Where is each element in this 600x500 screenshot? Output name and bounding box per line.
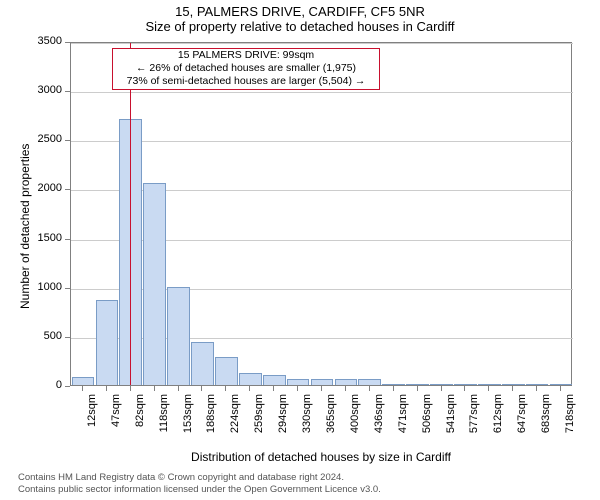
- xtick-mark: [82, 386, 83, 391]
- xtick-mark: [321, 386, 322, 391]
- histogram-bar: [96, 300, 119, 385]
- xtick-mark: [464, 386, 465, 391]
- xtick-mark: [178, 386, 179, 391]
- x-axis-label: Distribution of detached houses by size …: [70, 450, 572, 464]
- ytick-label: 1500: [0, 232, 62, 244]
- footer-line-2: Contains public sector information licen…: [18, 484, 381, 496]
- xtick-label: 400sqm: [349, 394, 361, 444]
- xtick-label: 683sqm: [540, 394, 552, 444]
- histogram-bar: [263, 375, 286, 385]
- xtick-mark: [560, 386, 561, 391]
- ytick-mark: [65, 42, 70, 43]
- xtick-mark: [488, 386, 489, 391]
- xtick-label: 577sqm: [468, 394, 480, 444]
- histogram-bar: [526, 384, 549, 385]
- xtick-mark: [512, 386, 513, 391]
- histogram-bar: [72, 377, 95, 385]
- ytick-mark: [65, 239, 70, 240]
- histogram-bar: [502, 384, 525, 385]
- footer-line-1: Contains HM Land Registry data © Crown c…: [18, 472, 381, 484]
- xtick-mark: [249, 386, 250, 391]
- xtick-mark: [273, 386, 274, 391]
- xtick-label: 647sqm: [516, 394, 528, 444]
- ytick-mark: [65, 288, 70, 289]
- xtick-mark: [536, 386, 537, 391]
- ytick-mark: [65, 140, 70, 141]
- grid-line: [71, 43, 573, 44]
- xtick-label: 47sqm: [110, 394, 122, 444]
- xtick-label: 436sqm: [373, 394, 385, 444]
- xtick-label: 224sqm: [229, 394, 241, 444]
- marker-line: [130, 43, 131, 385]
- legend-line-2: ← 26% of detached houses are smaller (1,…: [113, 62, 379, 75]
- xtick-label: 188sqm: [205, 394, 217, 444]
- legend-line-3: 73% of semi-detached houses are larger (…: [113, 75, 379, 88]
- xtick-mark: [393, 386, 394, 391]
- legend-line-1: 15 PALMERS DRIVE: 99sqm: [113, 49, 379, 62]
- xtick-mark: [106, 386, 107, 391]
- ytick-mark: [65, 189, 70, 190]
- xtick-mark: [130, 386, 131, 391]
- histogram-bar: [550, 384, 573, 385]
- xtick-label: 118sqm: [158, 394, 170, 444]
- ytick-mark: [65, 337, 70, 338]
- xtick-mark: [345, 386, 346, 391]
- ytick-label: 0: [0, 379, 62, 391]
- histogram-bar: [239, 373, 262, 385]
- xtick-mark: [225, 386, 226, 391]
- histogram-bar: [335, 379, 358, 385]
- marker-legend: 15 PALMERS DRIVE: 99sqm ← 26% of detache…: [112, 48, 380, 90]
- histogram-bar: [191, 342, 214, 385]
- xtick-label: 82sqm: [134, 394, 146, 444]
- page-title-2: Size of property relative to detached ho…: [0, 19, 600, 34]
- xtick-label: 330sqm: [301, 394, 313, 444]
- ytick-label: 3500: [0, 35, 62, 47]
- histogram-bar: [478, 384, 501, 385]
- ytick-label: 3000: [0, 84, 62, 96]
- histogram-chart: [70, 42, 572, 386]
- xtick-mark: [369, 386, 370, 391]
- xtick-mark: [297, 386, 298, 391]
- histogram-bar: [406, 384, 429, 385]
- xtick-label: 506sqm: [421, 394, 433, 444]
- grid-line: [71, 92, 573, 93]
- histogram-bar: [454, 384, 477, 385]
- histogram-bar: [382, 384, 405, 385]
- histogram-bar: [358, 379, 381, 385]
- histogram-bar: [167, 287, 190, 385]
- xtick-label: 153sqm: [182, 394, 194, 444]
- xtick-mark: [417, 386, 418, 391]
- xtick-mark: [441, 386, 442, 391]
- xtick-label: 718sqm: [564, 394, 576, 444]
- histogram-bar: [143, 183, 166, 385]
- xtick-mark: [154, 386, 155, 391]
- histogram-bar: [311, 379, 334, 385]
- xtick-label: 365sqm: [325, 394, 337, 444]
- ytick-label: 500: [0, 330, 62, 342]
- xtick-mark: [201, 386, 202, 391]
- xtick-label: 471sqm: [397, 394, 409, 444]
- ytick-label: 1000: [0, 281, 62, 293]
- page-title-1: 15, PALMERS DRIVE, CARDIFF, CF5 5NR: [0, 0, 600, 19]
- xtick-label: 12sqm: [86, 394, 98, 444]
- histogram-bar: [215, 357, 238, 385]
- xtick-label: 294sqm: [277, 394, 289, 444]
- xtick-label: 259sqm: [253, 394, 265, 444]
- footer-attribution: Contains HM Land Registry data © Crown c…: [18, 472, 381, 496]
- histogram-bar: [430, 384, 453, 385]
- ytick-label: 2000: [0, 182, 62, 194]
- xtick-label: 612sqm: [492, 394, 504, 444]
- ytick-mark: [65, 91, 70, 92]
- xtick-label: 541sqm: [445, 394, 457, 444]
- ytick-mark: [65, 386, 70, 387]
- grid-line: [71, 141, 573, 142]
- ytick-label: 2500: [0, 133, 62, 145]
- histogram-bar: [287, 379, 310, 385]
